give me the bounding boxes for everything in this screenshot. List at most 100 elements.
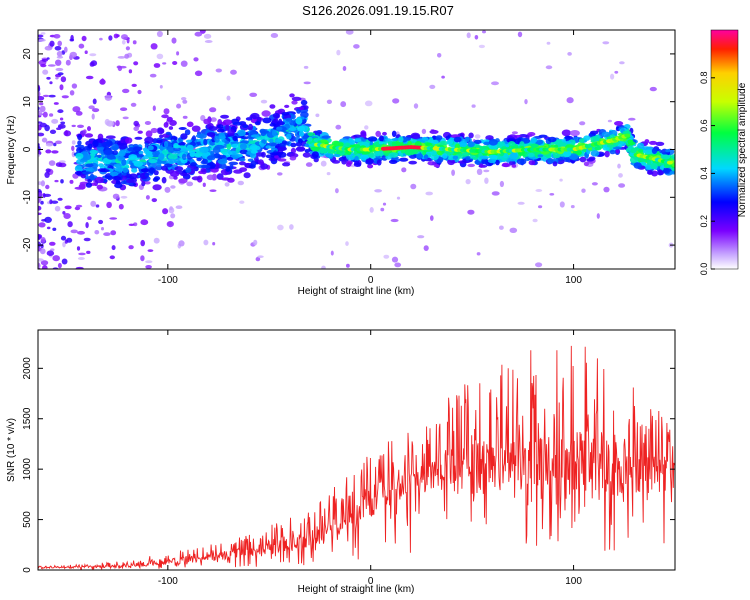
spectrogram-noise-cell <box>85 222 89 229</box>
spectrogram-signal-cell <box>410 132 421 139</box>
spectrogram-signal-cell <box>161 149 169 156</box>
spectrogram-noise-cell <box>38 181 42 186</box>
spectrogram-noise-cell <box>40 64 47 68</box>
spectrogram-noise-cell <box>437 53 442 58</box>
spectrogram-noise-cell <box>38 222 46 228</box>
spectrogram-signal-cell <box>208 126 218 131</box>
spectrogram-noise-cell <box>596 213 600 219</box>
spectrogram-signal-cell <box>250 134 260 138</box>
spectrogram-noise-cell <box>120 195 128 199</box>
snr-ytick-label: 0 <box>22 567 33 573</box>
spectrogram-signal-cell <box>85 182 93 188</box>
spectrogram-signal-cell <box>98 163 104 168</box>
spectrogram-signal-cell <box>224 140 230 145</box>
spectrogram-noise-cell <box>49 40 55 47</box>
spectrogram-noise-cell <box>131 83 137 87</box>
spectrogram-noise-cell <box>69 51 78 58</box>
spectrogram-signal-cell <box>201 158 208 164</box>
spectrogram-noise-cell <box>471 104 476 108</box>
spectrogram-noise-cell <box>145 195 150 200</box>
spectrogram-signal-cell <box>186 144 194 151</box>
spectrogram-noise-cell <box>126 37 130 44</box>
spectrogram-noise-cell <box>112 193 120 200</box>
spectrogram-signal-cell <box>184 129 191 136</box>
spectrogram-noise-cell <box>53 102 59 105</box>
spectrogram-noise-cell <box>71 83 78 89</box>
spectrogram-noise-cell <box>38 205 42 211</box>
spectrogram-noise-cell <box>336 49 341 56</box>
spectrogram-signal-cell <box>391 130 397 137</box>
spectrogram-signal-cell <box>467 141 475 148</box>
spectrogram-noise-cell <box>49 199 53 205</box>
spectrogram-signal-cell <box>225 124 230 131</box>
spectrogram-signal-cell <box>590 130 599 135</box>
spectrogram-noise-cell <box>128 69 133 74</box>
spectrogram-signal-cell <box>276 126 283 131</box>
spectrogram-signal-cell <box>511 164 517 168</box>
spectrogram-signal-cell <box>310 146 321 152</box>
spectrogram-signal-cell <box>77 140 82 146</box>
spectrogram-noise-cell <box>63 213 71 219</box>
spectrogram-signal-cell <box>379 135 384 142</box>
spectrogram-noise-cell <box>57 109 64 114</box>
spectrogram-noise-cell <box>111 245 116 251</box>
spectrogram-signal-cell <box>185 167 192 173</box>
spectrogram-noise-cell <box>161 114 169 119</box>
snr-xtick-label: -100 <box>158 576 178 587</box>
spectrogram-signal-cell <box>214 136 220 143</box>
spectrogram-signal-cell <box>239 167 248 173</box>
spectrogram-signal-cell <box>89 149 99 155</box>
snr-ylabel: SNR (10 * v/v) <box>6 418 17 482</box>
snr-series-line <box>38 345 675 570</box>
spectrogram-noise-cell <box>649 86 657 92</box>
spectrogram-signal-cell <box>226 157 234 161</box>
spectrogram-signal-cell <box>300 111 309 119</box>
spectrogram-noise-cell <box>38 34 44 38</box>
spectrogram-signal-cell <box>180 133 188 140</box>
spectrogram-signal-cell <box>552 152 561 159</box>
spectrogram-noise-cell <box>75 204 83 208</box>
spectrogram-signal-cell <box>222 119 233 126</box>
spectrogram-noise-cell <box>89 61 95 67</box>
spectrogram-signal-cell <box>132 146 143 151</box>
spectrogram-signal-cell <box>647 171 654 175</box>
spectrogram-signal-cell <box>651 148 658 154</box>
spectrogram-signal-cell <box>269 152 279 156</box>
spectrogram-noise-cell <box>57 123 66 129</box>
spectrogram-signal-cell <box>203 138 208 146</box>
spectrogram-noise-cell <box>509 227 518 233</box>
spectrogram-noise-cell <box>109 217 118 220</box>
spectrogram-signal-cell <box>297 138 303 144</box>
snr-ytick-label: 1000 <box>22 458 33 481</box>
spectrogram-ylabel: Frequency (Hz) <box>6 116 17 185</box>
spectrogram-noise-cell <box>49 241 56 246</box>
spectrogram-signal-cell <box>261 110 271 117</box>
spectrogram-signal-cell <box>622 130 632 135</box>
spectrogram-signal-cell <box>519 141 525 147</box>
spectrogram-signal-cell <box>169 170 180 177</box>
spectrogram-noise-cell <box>128 223 135 226</box>
spectrogram-signal-cell <box>225 165 231 172</box>
spectrogram-noise-cell <box>429 84 436 89</box>
spectrogram-signal-cell <box>260 142 265 148</box>
spectrogram-signal-cell <box>320 160 327 167</box>
spectrogram-signal-cell <box>644 139 650 144</box>
spectrogram-signal-cell <box>614 121 624 126</box>
spectrogram-signal-cell <box>173 143 179 148</box>
spectrogram-noise-cell <box>215 68 222 73</box>
spectrogram-noise-cell <box>57 40 62 47</box>
spectrogram-signal-cell <box>153 176 161 181</box>
spectrogram-signal-cell <box>181 153 187 161</box>
spectrogram-signal-cell <box>601 131 611 138</box>
spectrogram-signal-cell <box>562 150 572 157</box>
spectrogram-signal-cell <box>284 104 290 108</box>
spectrogram-noise-cell <box>147 249 154 253</box>
spectrogram-noise-cell <box>153 237 160 244</box>
spectrogram-noise-cell <box>491 81 499 86</box>
spectrogram-signal-cell <box>633 162 642 169</box>
spectrogram-noise-cell <box>121 34 128 40</box>
spectrogram-signal-cell <box>367 136 378 142</box>
spectrogram-signal-cell <box>481 157 488 165</box>
spectrogram-signal-cell <box>378 141 384 145</box>
spectrogram-signal-cell <box>250 145 261 151</box>
